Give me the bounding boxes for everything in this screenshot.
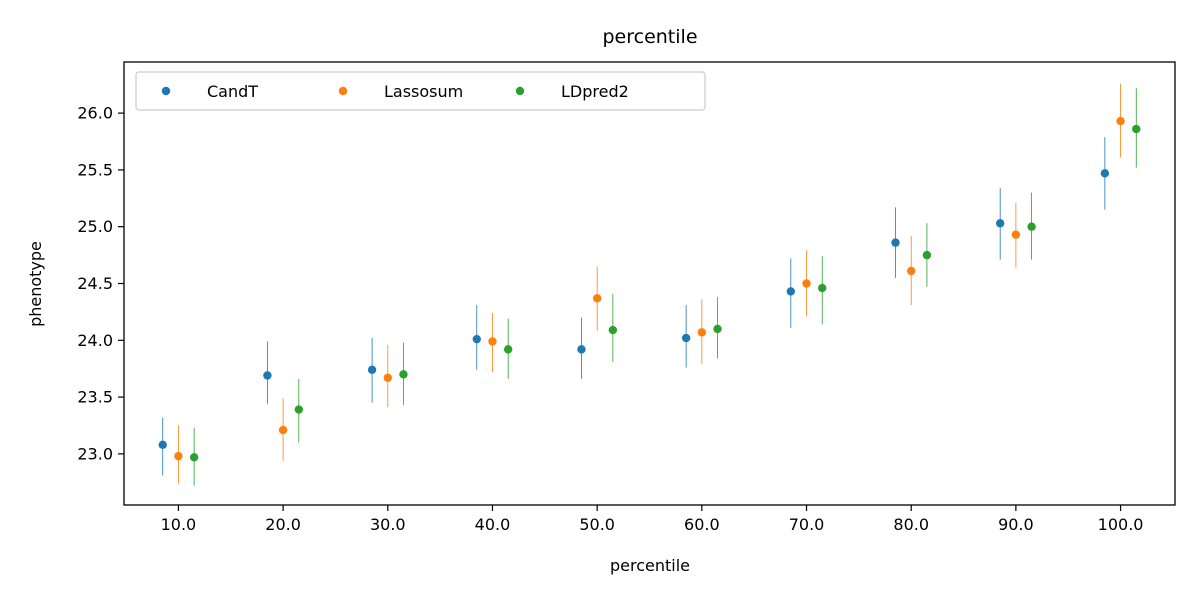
x-tick-label: 10.0 bbox=[161, 515, 197, 534]
x-tick-label: 50.0 bbox=[579, 515, 615, 534]
x-tick-label: 40.0 bbox=[475, 515, 511, 534]
y-tick-label: 25.0 bbox=[77, 217, 113, 236]
y-tick-label: 25.5 bbox=[77, 160, 113, 179]
legend-marker bbox=[338, 86, 348, 96]
x-tick-label: 80.0 bbox=[893, 515, 929, 534]
chart-title: percentile bbox=[602, 26, 697, 48]
data-point bbox=[1132, 124, 1141, 134]
series-LDpred2 bbox=[189, 88, 1141, 486]
data-point bbox=[383, 373, 392, 382]
data-point bbox=[786, 287, 796, 296]
data-point bbox=[472, 334, 481, 344]
y-tick-label: 24.5 bbox=[77, 274, 113, 293]
data-point bbox=[818, 283, 827, 293]
data-point bbox=[995, 219, 1005, 228]
y-tick-label: 23.5 bbox=[77, 388, 113, 407]
data-point bbox=[158, 440, 167, 449]
data-point bbox=[577, 345, 586, 354]
x-tick-label: 70.0 bbox=[789, 515, 825, 534]
series-Lassosum bbox=[174, 83, 1125, 484]
legend-marker bbox=[515, 86, 525, 96]
legend-label: CandT bbox=[207, 82, 258, 101]
y-tick-label: 26.0 bbox=[77, 104, 113, 123]
data-point bbox=[488, 337, 497, 346]
y-axis-title: phenotype bbox=[26, 241, 45, 327]
data-point bbox=[802, 279, 811, 288]
y-tick-label: 23.0 bbox=[77, 444, 113, 463]
y-tick-label: 24.0 bbox=[77, 331, 113, 350]
data-point bbox=[922, 250, 932, 260]
data-point bbox=[1100, 169, 1110, 178]
x-tick-label: 60.0 bbox=[684, 515, 720, 534]
data-point bbox=[907, 266, 916, 276]
data-point bbox=[174, 451, 183, 461]
legend-label: Lassosum bbox=[384, 82, 463, 101]
x-tick-label: 90.0 bbox=[998, 515, 1034, 534]
data-point bbox=[263, 371, 272, 380]
data-point bbox=[697, 328, 707, 337]
x-tick-label: 30.0 bbox=[370, 515, 406, 534]
legend-box bbox=[135, 71, 706, 111]
data-point bbox=[189, 453, 199, 462]
legend-marker bbox=[161, 86, 171, 96]
data-point bbox=[1011, 230, 1021, 239]
data-point bbox=[1027, 222, 1036, 231]
data-point bbox=[294, 405, 304, 414]
plot-area bbox=[158, 83, 1141, 486]
data-point bbox=[278, 425, 288, 435]
x-axis-title: percentile bbox=[610, 556, 690, 575]
data-point bbox=[891, 238, 900, 247]
legend: CandT Lassosum LDpred2 bbox=[135, 71, 706, 111]
data-point bbox=[681, 333, 691, 343]
data-point bbox=[592, 294, 602, 303]
series-CandT bbox=[158, 136, 1110, 476]
x-tick-label: 20.0 bbox=[265, 515, 301, 534]
data-point bbox=[1116, 116, 1125, 126]
data-point bbox=[713, 324, 722, 334]
data-point bbox=[503, 345, 513, 354]
data-point bbox=[367, 365, 377, 375]
data-point bbox=[608, 325, 618, 335]
x-tick-label: 100.0 bbox=[1098, 515, 1144, 534]
data-point bbox=[399, 370, 408, 379]
axes: 10.0 20.0 30.0 40.0 50.0 60.0 70.0 80.0 90.0 100.… bbox=[77, 104, 1143, 534]
legend-label: LDpred2 bbox=[561, 82, 629, 101]
